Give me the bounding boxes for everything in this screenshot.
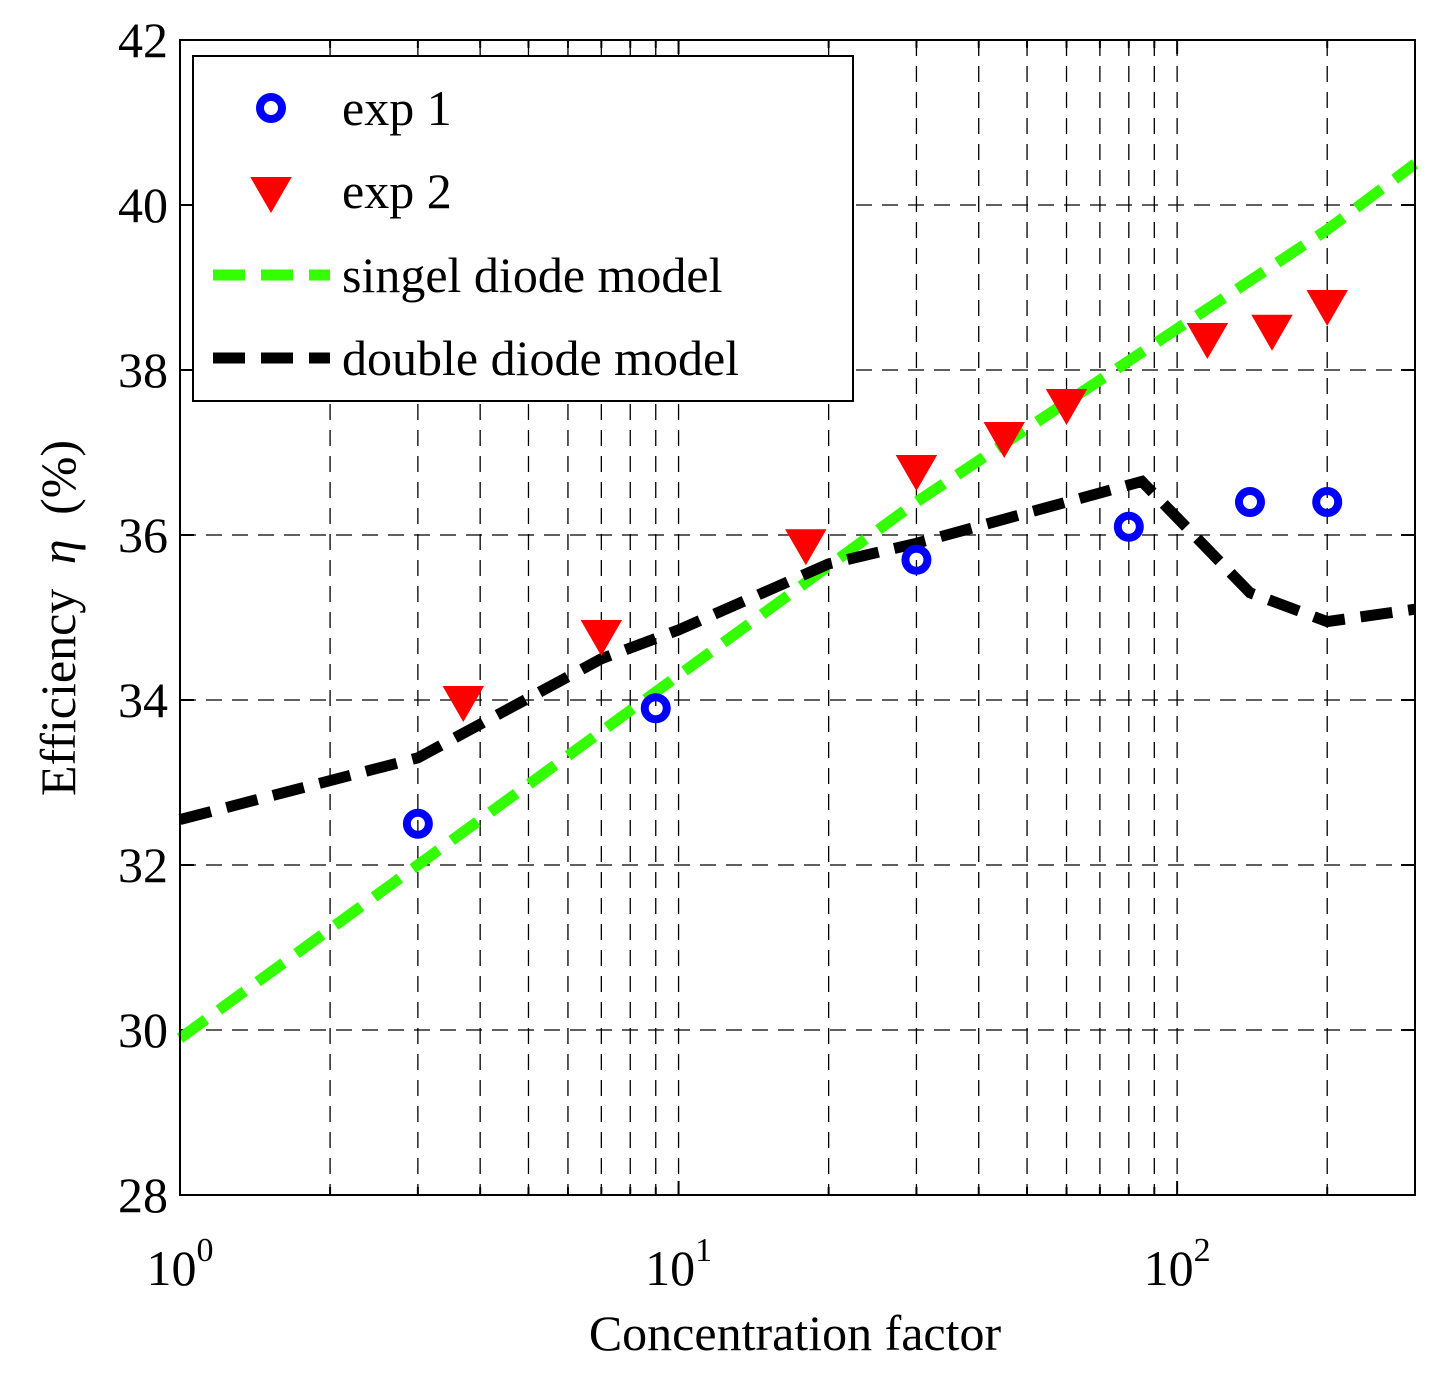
exp2-point [580, 620, 623, 657]
x-tick-label-exponent: 1 [695, 1232, 712, 1269]
axis-ticks [180, 39, 1415, 1196]
x-tick-label-exponent: 0 [197, 1232, 214, 1269]
exp2-point [1306, 290, 1348, 327]
x-tick-label-base: 10 [147, 1240, 197, 1296]
x-tick-label-exponent: 2 [1194, 1232, 1211, 1269]
x-axis-label: Concentration factor [589, 1305, 1002, 1361]
legend-label: exp 1 [342, 80, 452, 136]
exp2-point [983, 422, 1025, 459]
y-axis-label: Efficiency η (%) [30, 440, 86, 796]
exp1-point [1234, 487, 1265, 517]
x-tick-label-base: 10 [645, 1240, 695, 1296]
legend-label: singel diode model [342, 247, 723, 303]
y-tick-label: 38 [118, 342, 168, 398]
legend-label: exp 2 [342, 163, 452, 219]
series-line-singel-diode-model [176, 159, 1419, 1043]
exp1-point [901, 544, 932, 575]
x-tick-label: 102 [1144, 1232, 1211, 1296]
y-tick-label: 32 [118, 837, 168, 893]
y-tick-label: 28 [118, 1167, 168, 1223]
exp2-point [1045, 389, 1088, 426]
y-tick-label: 30 [118, 1002, 168, 1058]
exp1-point [640, 693, 671, 724]
plot-frame [179, 39, 1416, 1196]
y-axis-label-symbol: η [30, 539, 86, 564]
exp2-point [895, 455, 938, 492]
exp2-point [442, 686, 485, 723]
y-tick-label: 36 [118, 507, 168, 563]
exp1-point [1113, 511, 1144, 542]
legend-marker-triangle [250, 177, 292, 214]
legend-box [192, 55, 854, 402]
legend: exp 1 exp 2 singel diode model double diode… [192, 55, 854, 402]
x-tick-label-base: 10 [1144, 1240, 1194, 1296]
x-tick-label: 100 [147, 1232, 214, 1296]
y-tick-labels: 28 30 32 34 36 38 40 42 [118, 12, 168, 1223]
exp1-point [402, 808, 433, 839]
exp2-point [1186, 323, 1229, 360]
series-layer [176, 159, 1419, 1043]
y-tick-label: 42 [118, 12, 168, 68]
x-tick-labels: 100 101 102 [147, 1232, 1211, 1296]
exp2-point [785, 529, 827, 566]
y-tick-label: 34 [118, 672, 168, 728]
exp1-point [1312, 487, 1343, 517]
x-tick-label: 101 [645, 1232, 712, 1296]
y-axis-label-text: Efficiency [30, 589, 86, 796]
legend-label: double diode model [342, 330, 739, 386]
exp2-point [1251, 314, 1293, 351]
legend-item: double diode model [213, 330, 739, 386]
y-axis-label-unit: (%) [30, 440, 86, 515]
legend-item: exp 1 [256, 80, 452, 136]
y-tick-label: 40 [118, 177, 168, 233]
legend-marker-circle [256, 93, 286, 123]
legend-item: exp 2 [250, 163, 452, 219]
legend-item: singel diode model [213, 247, 723, 303]
series-line-double-diode-model [178, 475, 1416, 825]
